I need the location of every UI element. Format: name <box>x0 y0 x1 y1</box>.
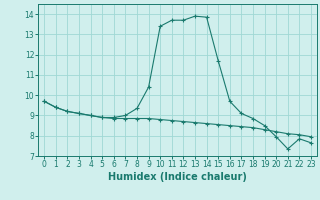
X-axis label: Humidex (Indice chaleur): Humidex (Indice chaleur) <box>108 172 247 182</box>
